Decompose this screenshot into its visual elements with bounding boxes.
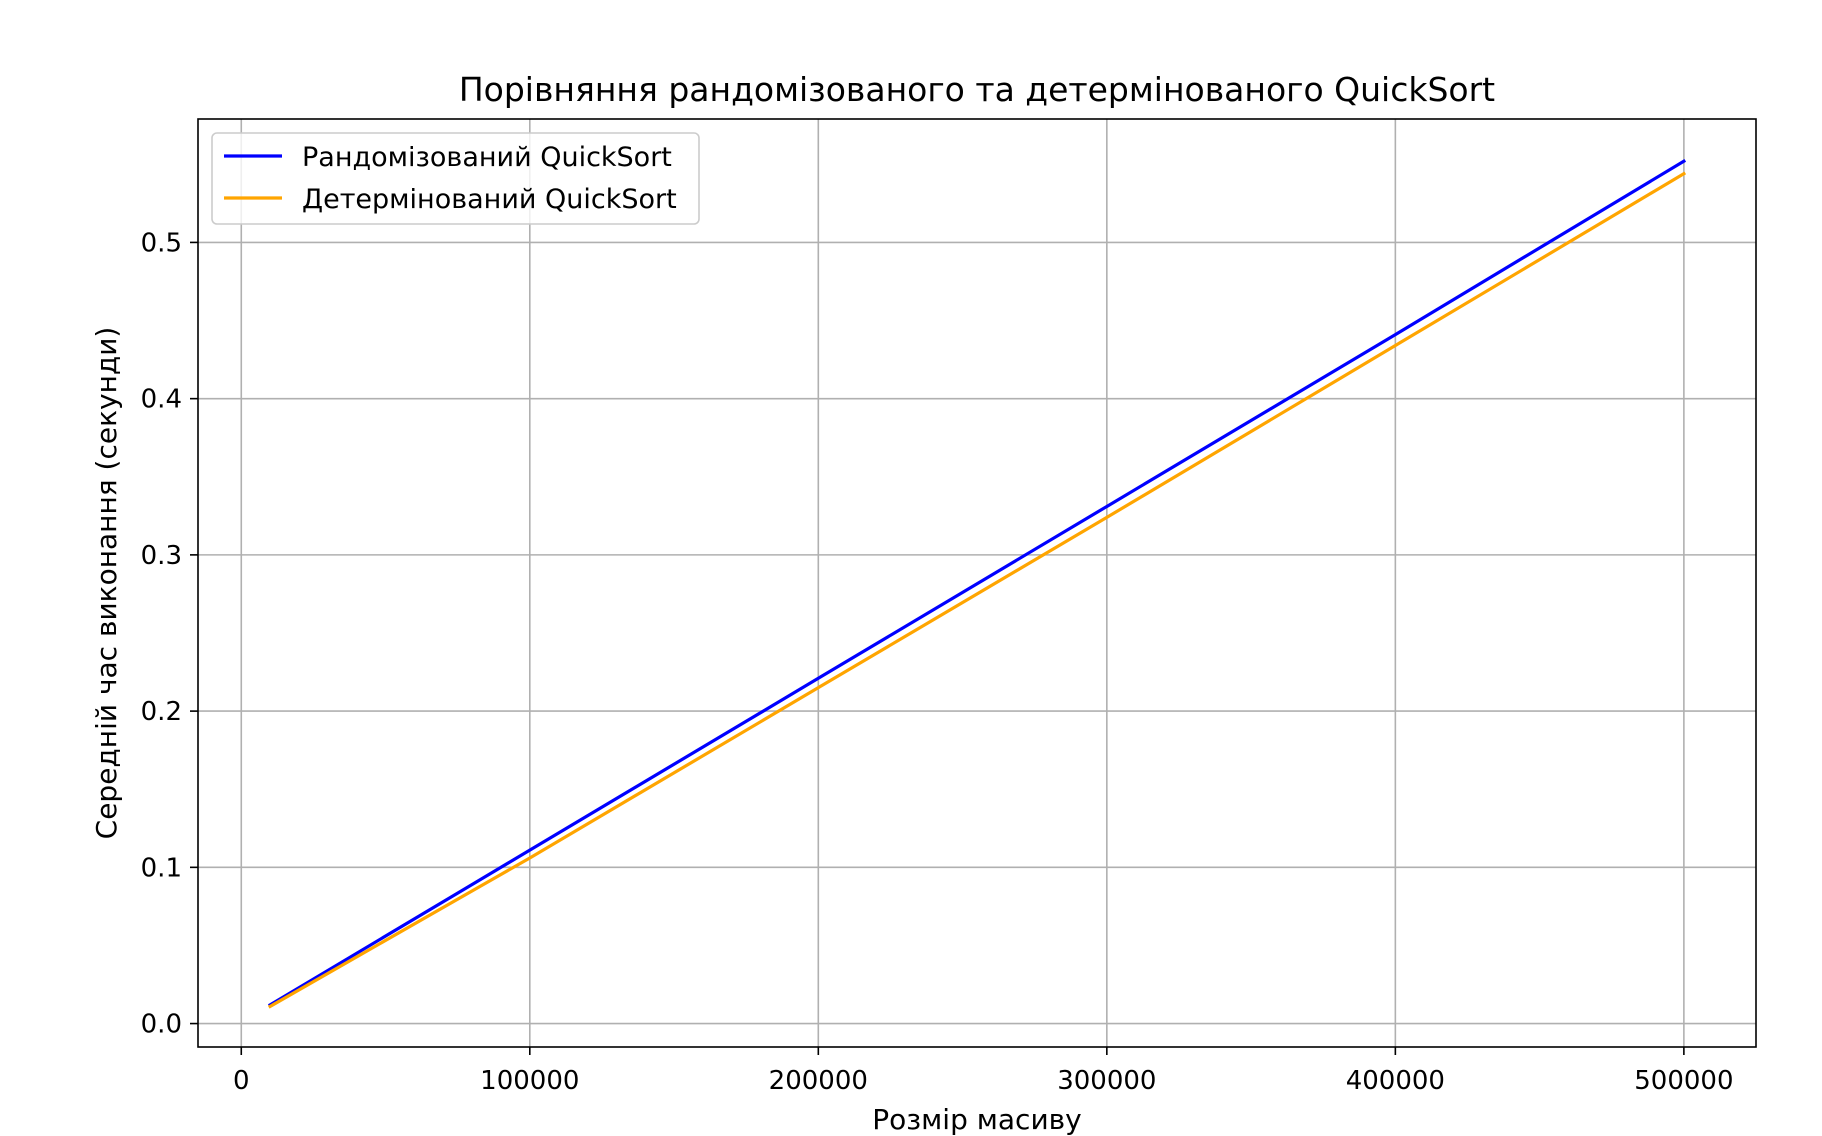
y-tick-label: 0.5 — [141, 228, 182, 258]
series-lines — [267, 158, 1687, 1009]
legend: Рандомізований QuickSort Детермінований … — [211, 132, 700, 225]
y-axis-title: Середній час виконання (секунди) — [90, 327, 123, 840]
x-tick-label: 500000 — [1634, 1066, 1733, 1096]
x-tick-label: 300000 — [1057, 1066, 1156, 1096]
x-axis-title: Розмір масиву — [872, 1103, 1081, 1136]
x-axis: 0 100000 200000 300000 400000 500000 — [233, 1047, 1734, 1096]
y-tick-label: 0.0 — [141, 1010, 182, 1040]
x-tick-label: 200000 — [769, 1066, 868, 1096]
y-tick-label: 0.2 — [141, 697, 182, 727]
legend-label-deterministic: Детермінований QuickSort — [302, 184, 677, 215]
y-tick-label: 0.1 — [141, 853, 182, 883]
plot-area — [197, 118, 1757, 1048]
legend-label-randomized: Рандомізований QuickSort — [302, 142, 672, 173]
legend-frame — [211, 132, 700, 225]
plot-frame — [197, 118, 1757, 1048]
x-tick-label: 100000 — [480, 1066, 579, 1096]
y-tick-label: 0.3 — [141, 541, 182, 571]
grid-lines — [198, 119, 1756, 1047]
y-tick-label: 0.4 — [141, 385, 182, 415]
series-line-deterministic — [267, 171, 1687, 1009]
y-axis: 0.0 0.1 0.2 0.3 0.4 0.5 — [141, 228, 198, 1040]
x-tick-label: 400000 — [1346, 1066, 1445, 1096]
chart-title: Порівняння рандомізованого та детермінов… — [459, 70, 1495, 109]
series-line-randomized — [267, 158, 1687, 1008]
x-tick-label: 0 — [233, 1066, 250, 1096]
